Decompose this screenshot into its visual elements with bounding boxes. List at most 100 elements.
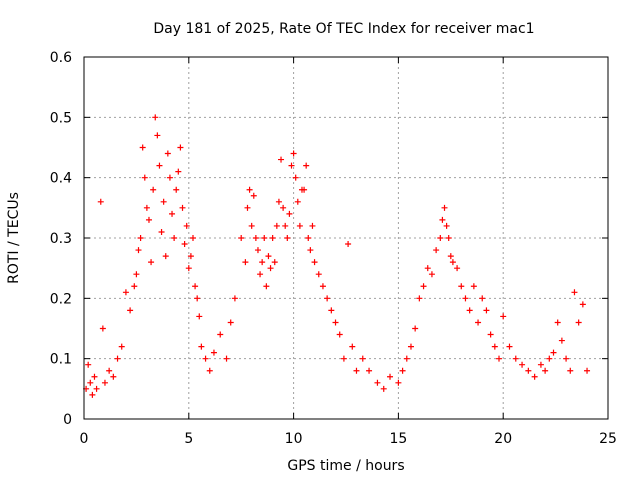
data-point (257, 271, 264, 278)
data-point (150, 186, 157, 193)
data-point (101, 379, 108, 386)
data-point (280, 204, 287, 211)
data-point (546, 355, 553, 362)
data-point (152, 114, 159, 121)
data-point (567, 367, 574, 374)
data-point (496, 355, 503, 362)
data-point (412, 325, 419, 332)
data-point (154, 132, 161, 139)
data-point (349, 343, 356, 350)
data-point (340, 355, 347, 362)
data-point (424, 265, 431, 272)
data-point (292, 174, 299, 181)
data-point (506, 343, 513, 350)
data-point (196, 313, 203, 320)
data-point (416, 295, 423, 302)
data-point (466, 307, 473, 314)
data-point (269, 235, 276, 241)
data-point (563, 355, 570, 362)
data-point (407, 343, 414, 350)
data-point (85, 361, 92, 368)
x-tick-label: 0 (80, 431, 89, 447)
data-point (244, 204, 251, 211)
data-point (194, 295, 201, 302)
data-point (420, 283, 427, 290)
data-point (166, 174, 173, 181)
x-tick-label: 15 (389, 431, 407, 447)
data-point (479, 295, 486, 302)
data-point (89, 391, 96, 398)
data-point (380, 385, 387, 392)
data-point (148, 259, 155, 266)
data-point (131, 283, 138, 290)
data-point (271, 259, 278, 266)
data-point (558, 337, 565, 344)
data-point (512, 355, 519, 362)
data-point (183, 222, 190, 229)
data-point (145, 216, 152, 223)
data-point (443, 222, 450, 229)
data-point (296, 222, 303, 229)
data-point (267, 265, 274, 272)
data-point (139, 144, 146, 151)
data-point (288, 162, 295, 169)
data-point (87, 379, 94, 386)
data-point (483, 307, 490, 314)
data-point (449, 259, 456, 266)
data-point (192, 283, 199, 290)
data-point (250, 192, 257, 199)
data-point (500, 313, 507, 320)
data-point (122, 289, 129, 296)
x-axis-label: GPS time / hours (287, 458, 404, 474)
data-point (328, 307, 335, 314)
data-point (301, 186, 308, 193)
data-point (487, 331, 494, 338)
data-point (137, 235, 144, 241)
data-point (307, 247, 314, 254)
data-point (531, 373, 538, 380)
data-point (303, 162, 310, 169)
data-point (114, 355, 121, 362)
data-point (156, 162, 163, 169)
data-point (133, 271, 140, 278)
data-point (305, 235, 312, 241)
data-point (198, 343, 205, 350)
data-point (525, 367, 532, 374)
data-point (519, 361, 526, 368)
data-point (491, 343, 498, 350)
data-point (143, 204, 150, 211)
data-point (311, 259, 318, 266)
data-point (160, 198, 167, 205)
data-point (458, 283, 465, 290)
data-point (261, 235, 268, 241)
data-point (97, 198, 104, 205)
data-point (169, 210, 176, 217)
data-point (259, 259, 266, 266)
y-tick-label: 0.6 (50, 50, 72, 66)
data-point (554, 319, 561, 326)
data-point (584, 367, 591, 374)
data-point (158, 228, 165, 235)
data-point (403, 355, 410, 362)
data-point (284, 235, 291, 241)
data-point (91, 373, 98, 380)
data-point (336, 331, 343, 338)
data-point (189, 235, 196, 241)
data-point (110, 373, 117, 380)
data-point (231, 295, 238, 302)
data-point (265, 253, 272, 260)
data-point (542, 367, 549, 374)
data-point (227, 319, 234, 326)
data-point (246, 186, 253, 193)
data-point (309, 222, 316, 229)
data-point (579, 301, 586, 308)
y-tick-label: 0.4 (50, 171, 72, 187)
data-point (387, 373, 394, 380)
data-point (353, 367, 360, 374)
data-point (173, 186, 180, 193)
data-point (162, 253, 169, 260)
data-point (550, 349, 557, 356)
data-point (171, 235, 178, 241)
data-point (445, 235, 452, 241)
data-point (366, 367, 373, 374)
